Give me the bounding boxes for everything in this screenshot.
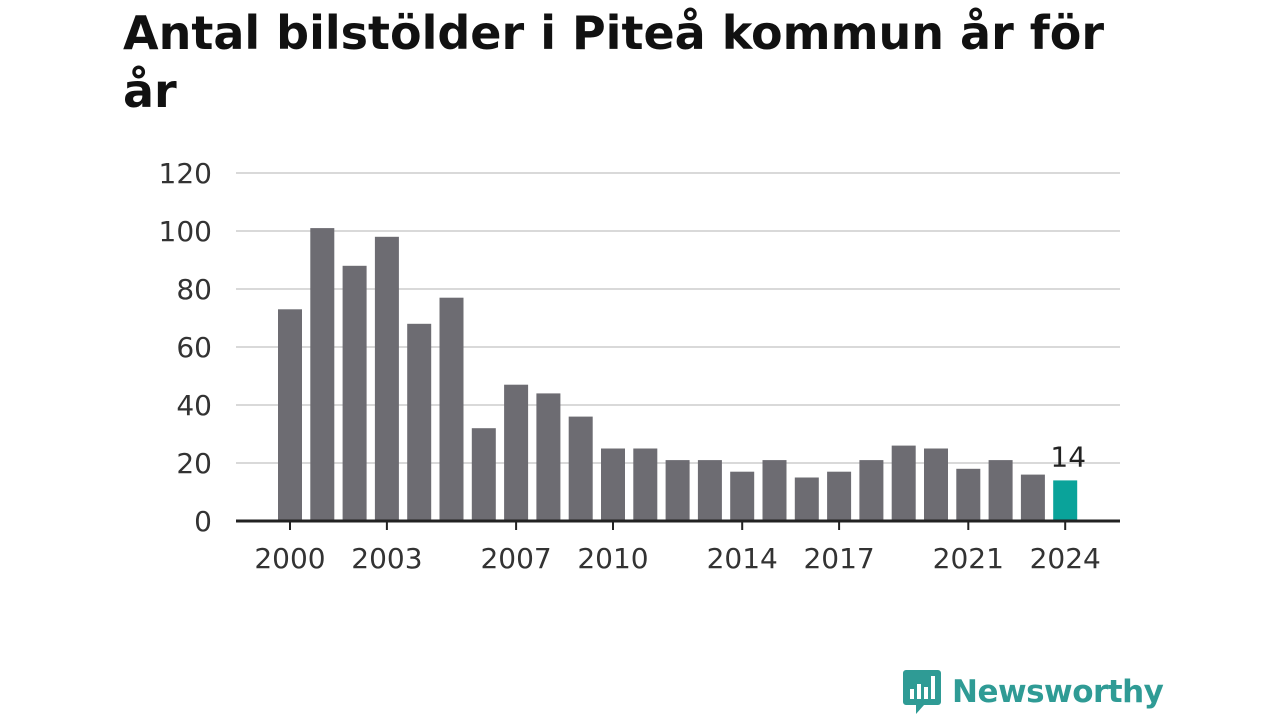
bar-2000: [278, 309, 302, 521]
x-tick-label: 2007: [480, 542, 551, 575]
bars: [278, 228, 1078, 522]
y-tick-label: 60: [176, 331, 212, 364]
x-tick-label: 2021: [933, 542, 1004, 575]
bar-2020: [924, 448, 948, 521]
newsworthy-logo: Newsworthy: [902, 668, 1164, 716]
bar-2002: [342, 265, 367, 521]
bar-2019: [891, 445, 916, 521]
x-tick-label: 2010: [577, 542, 648, 575]
tick-labels: 0 20 40 60 80 100 120 14 2000 2003 2007 2010 2014 201…: [159, 157, 1120, 575]
data-label-2024: 14: [1050, 440, 1086, 473]
y-tick-label: 0: [194, 505, 212, 538]
bar-2011: [633, 448, 658, 521]
bar-2016: [794, 477, 819, 521]
x-tick-label: 2003: [351, 542, 422, 575]
bar-2017: [827, 471, 852, 521]
bar-2015: [762, 460, 787, 521]
y-tick-label: 40: [176, 389, 212, 422]
gridlines: [236, 172, 1120, 464]
bar-2010: [601, 448, 625, 521]
y-tick-label: 80: [176, 273, 212, 306]
bar-2004: [407, 323, 432, 521]
bar-2009: [568, 416, 593, 521]
brand-name: Newsworthy: [952, 674, 1164, 710]
x-tick-label: 2000: [254, 542, 325, 575]
y-tick-label: 100: [159, 215, 212, 248]
bar-chart: 0 20 40 60 80 100 120 14 2000 2003 2007 2010 2014 201…: [159, 157, 1120, 575]
bar-2013: [697, 460, 722, 521]
bar-2024: [1053, 480, 1078, 521]
newsworthy-logo-icon: [903, 670, 941, 714]
bar-2012: [665, 460, 690, 521]
bar-2003: [374, 236, 399, 522]
bar-2001: [310, 228, 335, 521]
bar-2008: [536, 393, 561, 521]
x-tick-label: 2017: [803, 542, 874, 575]
bar-2018: [859, 460, 884, 521]
bar-2006: [471, 428, 496, 521]
bar-2022: [988, 460, 1013, 521]
x-tick-label: 2014: [707, 542, 778, 575]
bar-2023: [1020, 474, 1045, 521]
bar-2007: [504, 384, 529, 521]
y-tick-label: 120: [159, 157, 212, 190]
x-tick-label: 2024: [1030, 542, 1101, 575]
bar-2005: [439, 297, 464, 521]
bar-2021: [956, 468, 981, 521]
bar-2014: [730, 471, 755, 521]
y-tick-label: 20: [176, 447, 212, 480]
chart-title: Antal bilstölder i Piteå kommun år för å…: [123, 6, 1105, 118]
